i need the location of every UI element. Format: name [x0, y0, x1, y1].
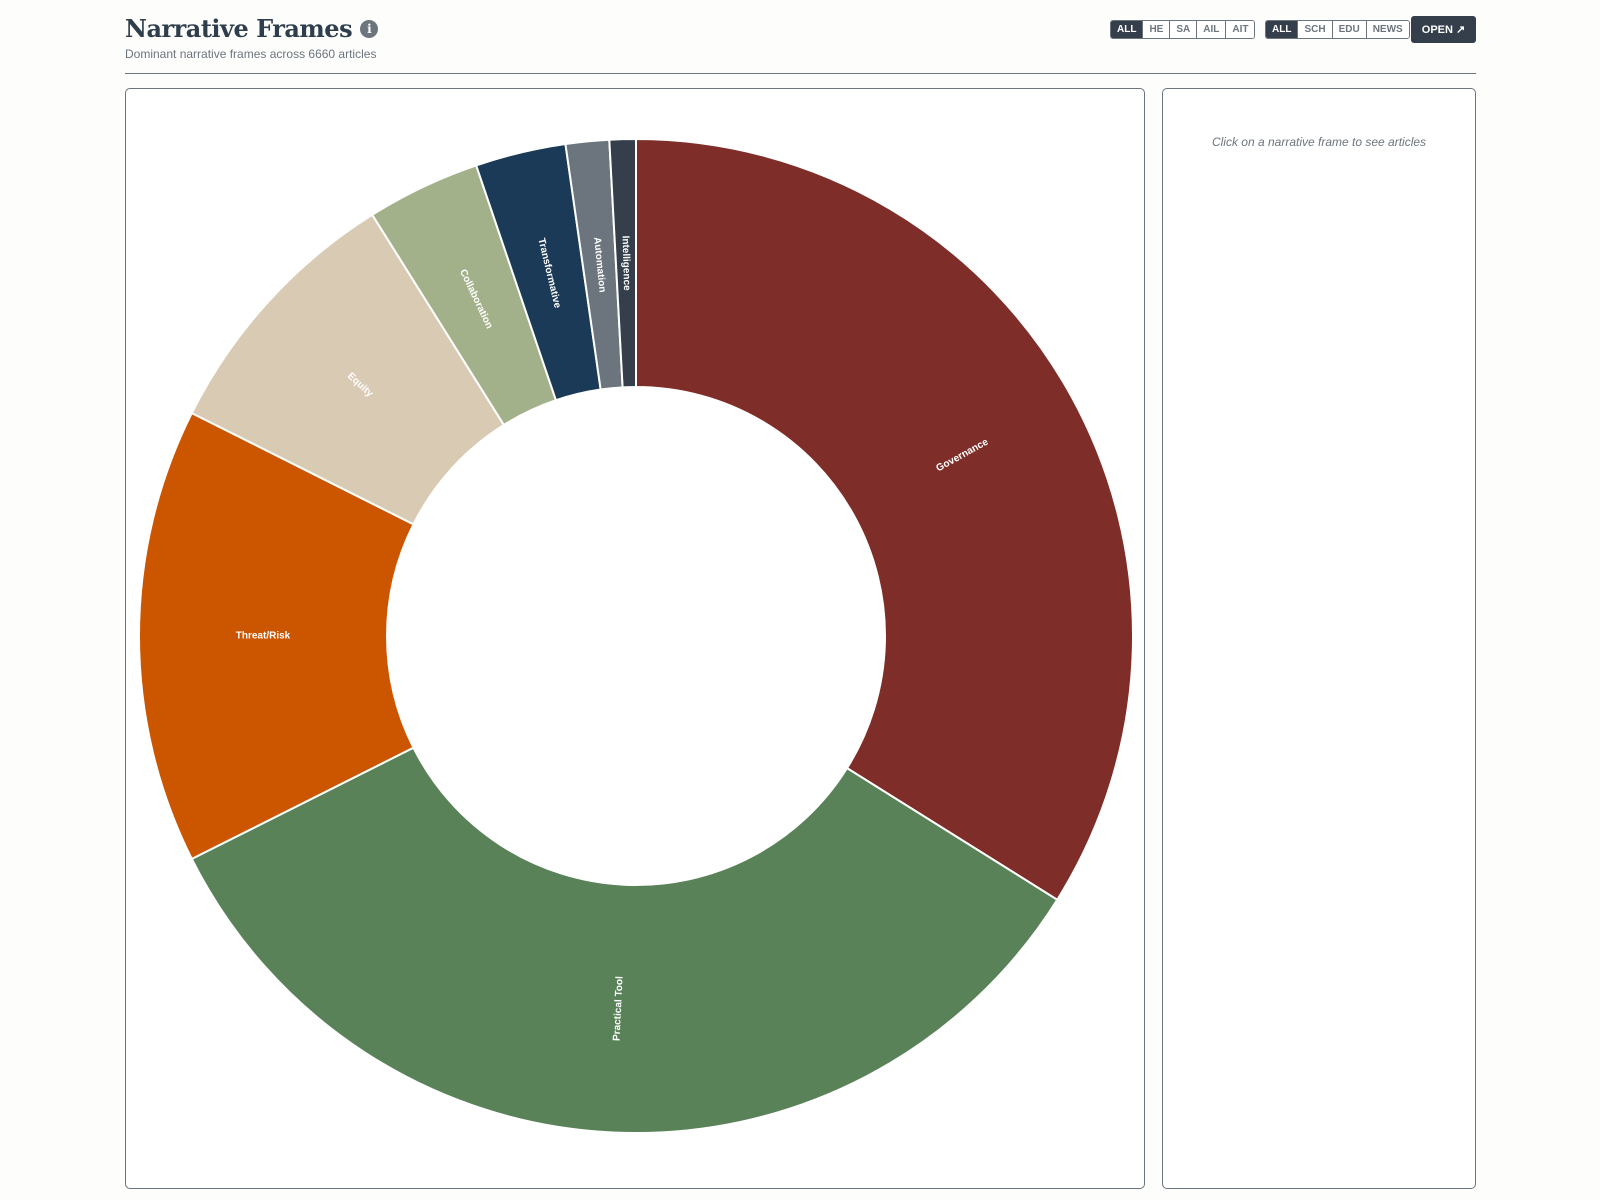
- slice-practical-tool[interactable]: [190, 746, 1059, 1134]
- chart-panel: Governance Practical Tool Threat/Risk Equit…: [125, 88, 1145, 1189]
- filter-filter_group_1-sa[interactable]: SA: [1169, 21, 1197, 38]
- page-title: Narrative Frames i: [125, 14, 379, 43]
- filter-filter_group_1-ail[interactable]: AIL: [1196, 21, 1226, 38]
- filter-filter_group_1-ait[interactable]: AIT: [1225, 21, 1255, 38]
- filter-filter_group_1-he[interactable]: HE: [1142, 21, 1170, 38]
- page-subtitle: Dominant narrative frames across 6660 ar…: [125, 47, 377, 61]
- filter-filter_group_2-sch[interactable]: SCH: [1297, 21, 1332, 38]
- title-text: Narrative Frames: [125, 14, 353, 43]
- filter-filter_group_2-news[interactable]: NEWS: [1365, 21, 1409, 38]
- articles-panel: Click on a narrative frame to see articl…: [1162, 88, 1476, 1189]
- info-icon[interactable]: i: [360, 19, 379, 38]
- source-filter: ALL HE SA AIL AIT: [1110, 20, 1256, 39]
- filter-filter_group_2-all[interactable]: ALL: [1266, 21, 1298, 38]
- header-divider: [125, 73, 1476, 74]
- filter-filter_group_1-all[interactable]: ALL: [1111, 21, 1143, 38]
- slice-threat-risk[interactable]: [138, 411, 415, 861]
- slice-intelligence[interactable]: [608, 137, 637, 389]
- filter-filter_group_2-edu[interactable]: EDU: [1331, 21, 1366, 38]
- articles-hint: Click on a narrative frame to see articl…: [1211, 135, 1427, 149]
- slice-governance[interactable]: [635, 137, 1134, 902]
- open-button[interactable]: OPEN ↗: [1411, 16, 1476, 43]
- type-filter: ALL SCH EDU NEWS: [1265, 20, 1410, 39]
